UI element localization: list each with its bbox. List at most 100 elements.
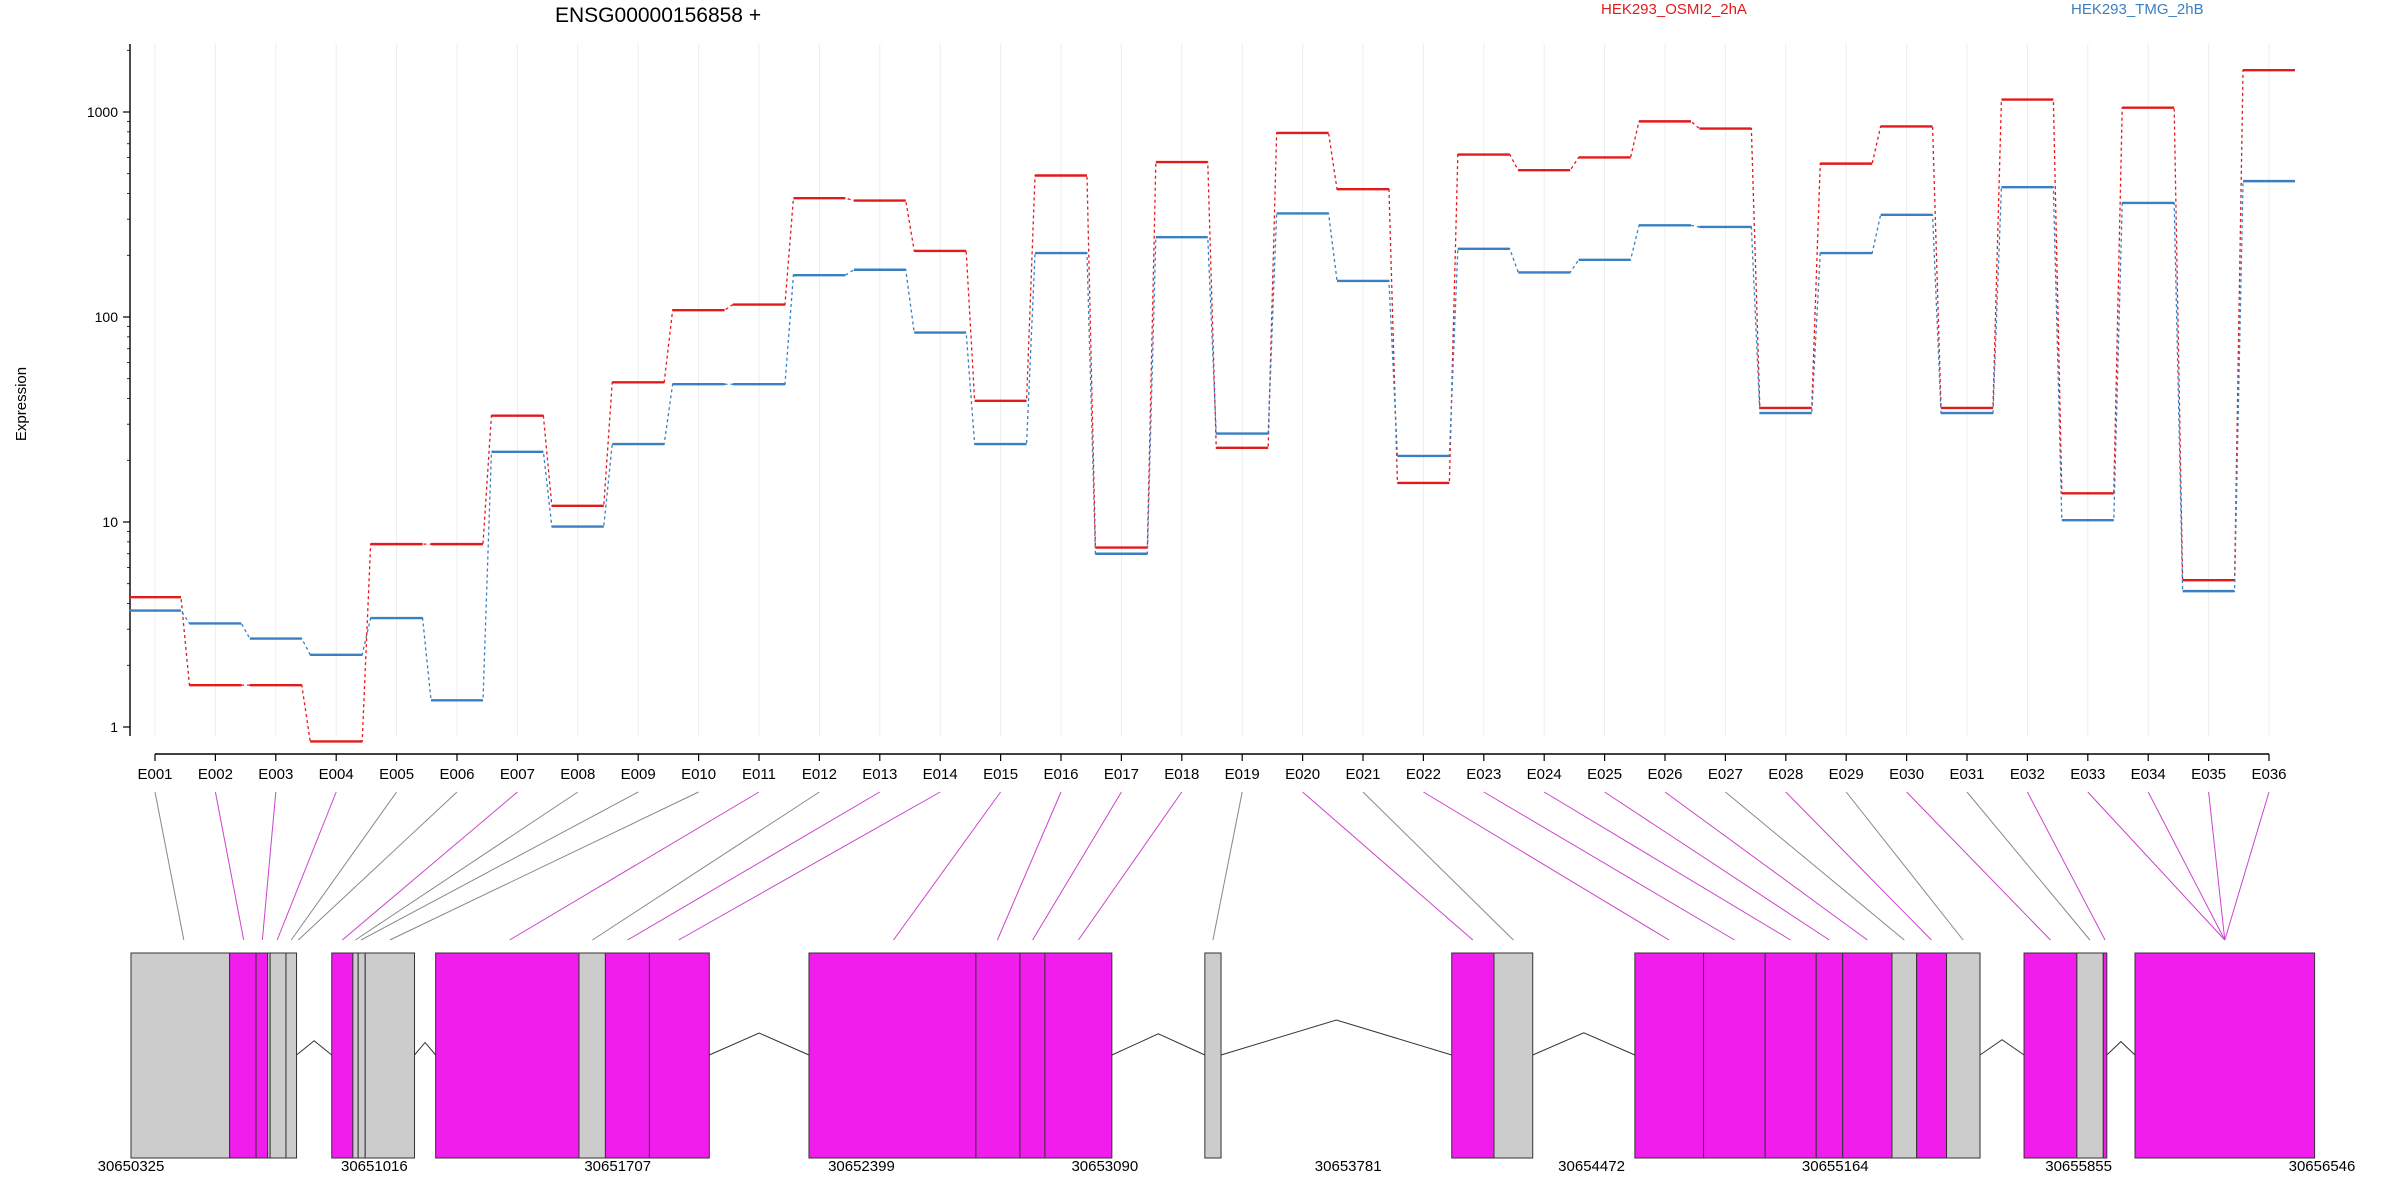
exon-block: [435, 952, 580, 1159]
exon-block: [1703, 952, 1766, 1159]
exon-block: [285, 952, 298, 1159]
x-tick-label: E034: [2131, 766, 2166, 783]
exon-block: [352, 952, 359, 1159]
x-tick-label: E025: [1587, 766, 1622, 783]
vertical-grid: [154, 44, 2270, 736]
exon-link: [276, 791, 337, 941]
genomic-coordinate-label: 30651016: [341, 1158, 408, 1175]
x-tick-label: E010: [681, 766, 716, 783]
exon-block: [1204, 952, 1222, 1159]
series-0: [129, 68, 2295, 743]
intron-line: [2106, 1040, 2136, 1056]
x-tick-label: E020: [1285, 766, 1320, 783]
intron-line: [1979, 1039, 2025, 1056]
exon-link: [1212, 791, 1243, 941]
exon-block: [1493, 952, 1534, 1159]
series-1: [129, 179, 2295, 702]
exon-link: [2147, 791, 2226, 941]
exon-link: [360, 791, 639, 941]
exon-link: [290, 791, 398, 941]
x-tick-label: E011: [742, 766, 776, 783]
series-connector-line: [129, 180, 2295, 701]
y-tick-label: 100: [95, 309, 119, 325]
intron-line: [1532, 1032, 1636, 1056]
exon-link: [1604, 791, 1830, 941]
exon-link: [1302, 791, 1474, 941]
x-tick-label: E009: [621, 766, 656, 783]
x-tick-label: E008: [560, 766, 595, 783]
x-tick-label: E029: [1829, 766, 1864, 783]
x-tick-label: E005: [379, 766, 414, 783]
exon-block: [1916, 952, 1948, 1159]
exon-link: [678, 791, 941, 941]
exon-link: [154, 791, 185, 941]
exon-link: [1362, 791, 1514, 941]
exon-block: [2076, 952, 2104, 1159]
exon-block: [1634, 952, 1705, 1159]
exon-link: [355, 791, 579, 941]
genomic-coordinate-label: 30654472: [1558, 1158, 1625, 1175]
genomic-coordinate-label: 30653090: [1071, 1158, 1138, 1175]
x-tick-label: E024: [1527, 766, 1562, 783]
exon-link: [1543, 791, 1791, 941]
legend-series-tmg: HEK293_TMG_2hB: [2071, 1, 2204, 18]
exon-block: [2102, 952, 2108, 1159]
exon-block: [331, 952, 354, 1159]
exon-link: [389, 791, 699, 941]
exon-block: [1044, 952, 1113, 1159]
x-tick-label: E012: [802, 766, 837, 783]
intron-line: [296, 1040, 333, 1056]
exon-link: [214, 791, 245, 941]
x-tick-label: E007: [500, 766, 535, 783]
exon-block: [229, 952, 257, 1159]
exon-block: [1815, 952, 1844, 1159]
exon-block: [1946, 952, 1981, 1159]
exon-block: [604, 952, 650, 1159]
exon-link: [2087, 791, 2226, 941]
x-tick-label: E002: [198, 766, 233, 783]
exon-block: [255, 952, 269, 1159]
exon-block: [1019, 952, 1046, 1159]
x-tick-label: E021: [1345, 766, 1380, 783]
x-tick-label: E015: [983, 766, 1018, 783]
exon-link: [1845, 791, 1964, 941]
exon-block: [130, 952, 231, 1159]
exon-link: [1423, 791, 1670, 941]
y-axis-label: Expression: [13, 367, 30, 441]
genomic-coordinate-label: 30653781: [1315, 1158, 1382, 1175]
x-tick-label: E014: [923, 766, 958, 783]
exon-block: [975, 952, 1021, 1159]
x-tick-label: E001: [137, 766, 172, 783]
x-tick-label: E036: [2251, 766, 2286, 783]
x-tick-label: E033: [2070, 766, 2105, 783]
y-axis: 1 10 100 1000: [87, 44, 131, 736]
series-layer: [129, 68, 2295, 743]
x-tick-label: E035: [2191, 766, 2226, 783]
series-connector-line: [129, 69, 2295, 743]
x-tick-label: E031: [1949, 766, 1984, 783]
genomic-coordinate-label: 30650325: [98, 1158, 165, 1175]
genomic-coordinate-axis: 30650325 30651016 30651707 30652399 30653090…: [98, 1158, 2356, 1175]
x-tick-label: E013: [862, 766, 897, 783]
x-tick-label: E018: [1164, 766, 1199, 783]
x-tick-label: E016: [1043, 766, 1078, 783]
exon-link: [1906, 791, 2051, 941]
exon-block: [269, 952, 287, 1159]
legend-series-osmi2: HEK293_OSMI2_2hA: [1601, 1, 1747, 18]
genomic-coordinate-label: 30652399: [828, 1158, 895, 1175]
exon-link: [2224, 791, 2270, 941]
y-tick-label: 1000: [87, 104, 118, 120]
exon-block: [1764, 952, 1817, 1159]
genomic-coordinate-label: 30651707: [584, 1158, 651, 1175]
exon-block: [578, 952, 606, 1159]
gene-model: [130, 952, 2316, 1159]
exon-link: [2208, 791, 2226, 941]
exon-link: [1966, 791, 2091, 941]
exon-block: [808, 952, 977, 1159]
exon-block: [1451, 952, 1495, 1159]
x-tick-label: E026: [1647, 766, 1682, 783]
exon-link: [261, 791, 277, 941]
exon-link: [1483, 791, 1735, 941]
intron-line: [414, 1041, 437, 1056]
